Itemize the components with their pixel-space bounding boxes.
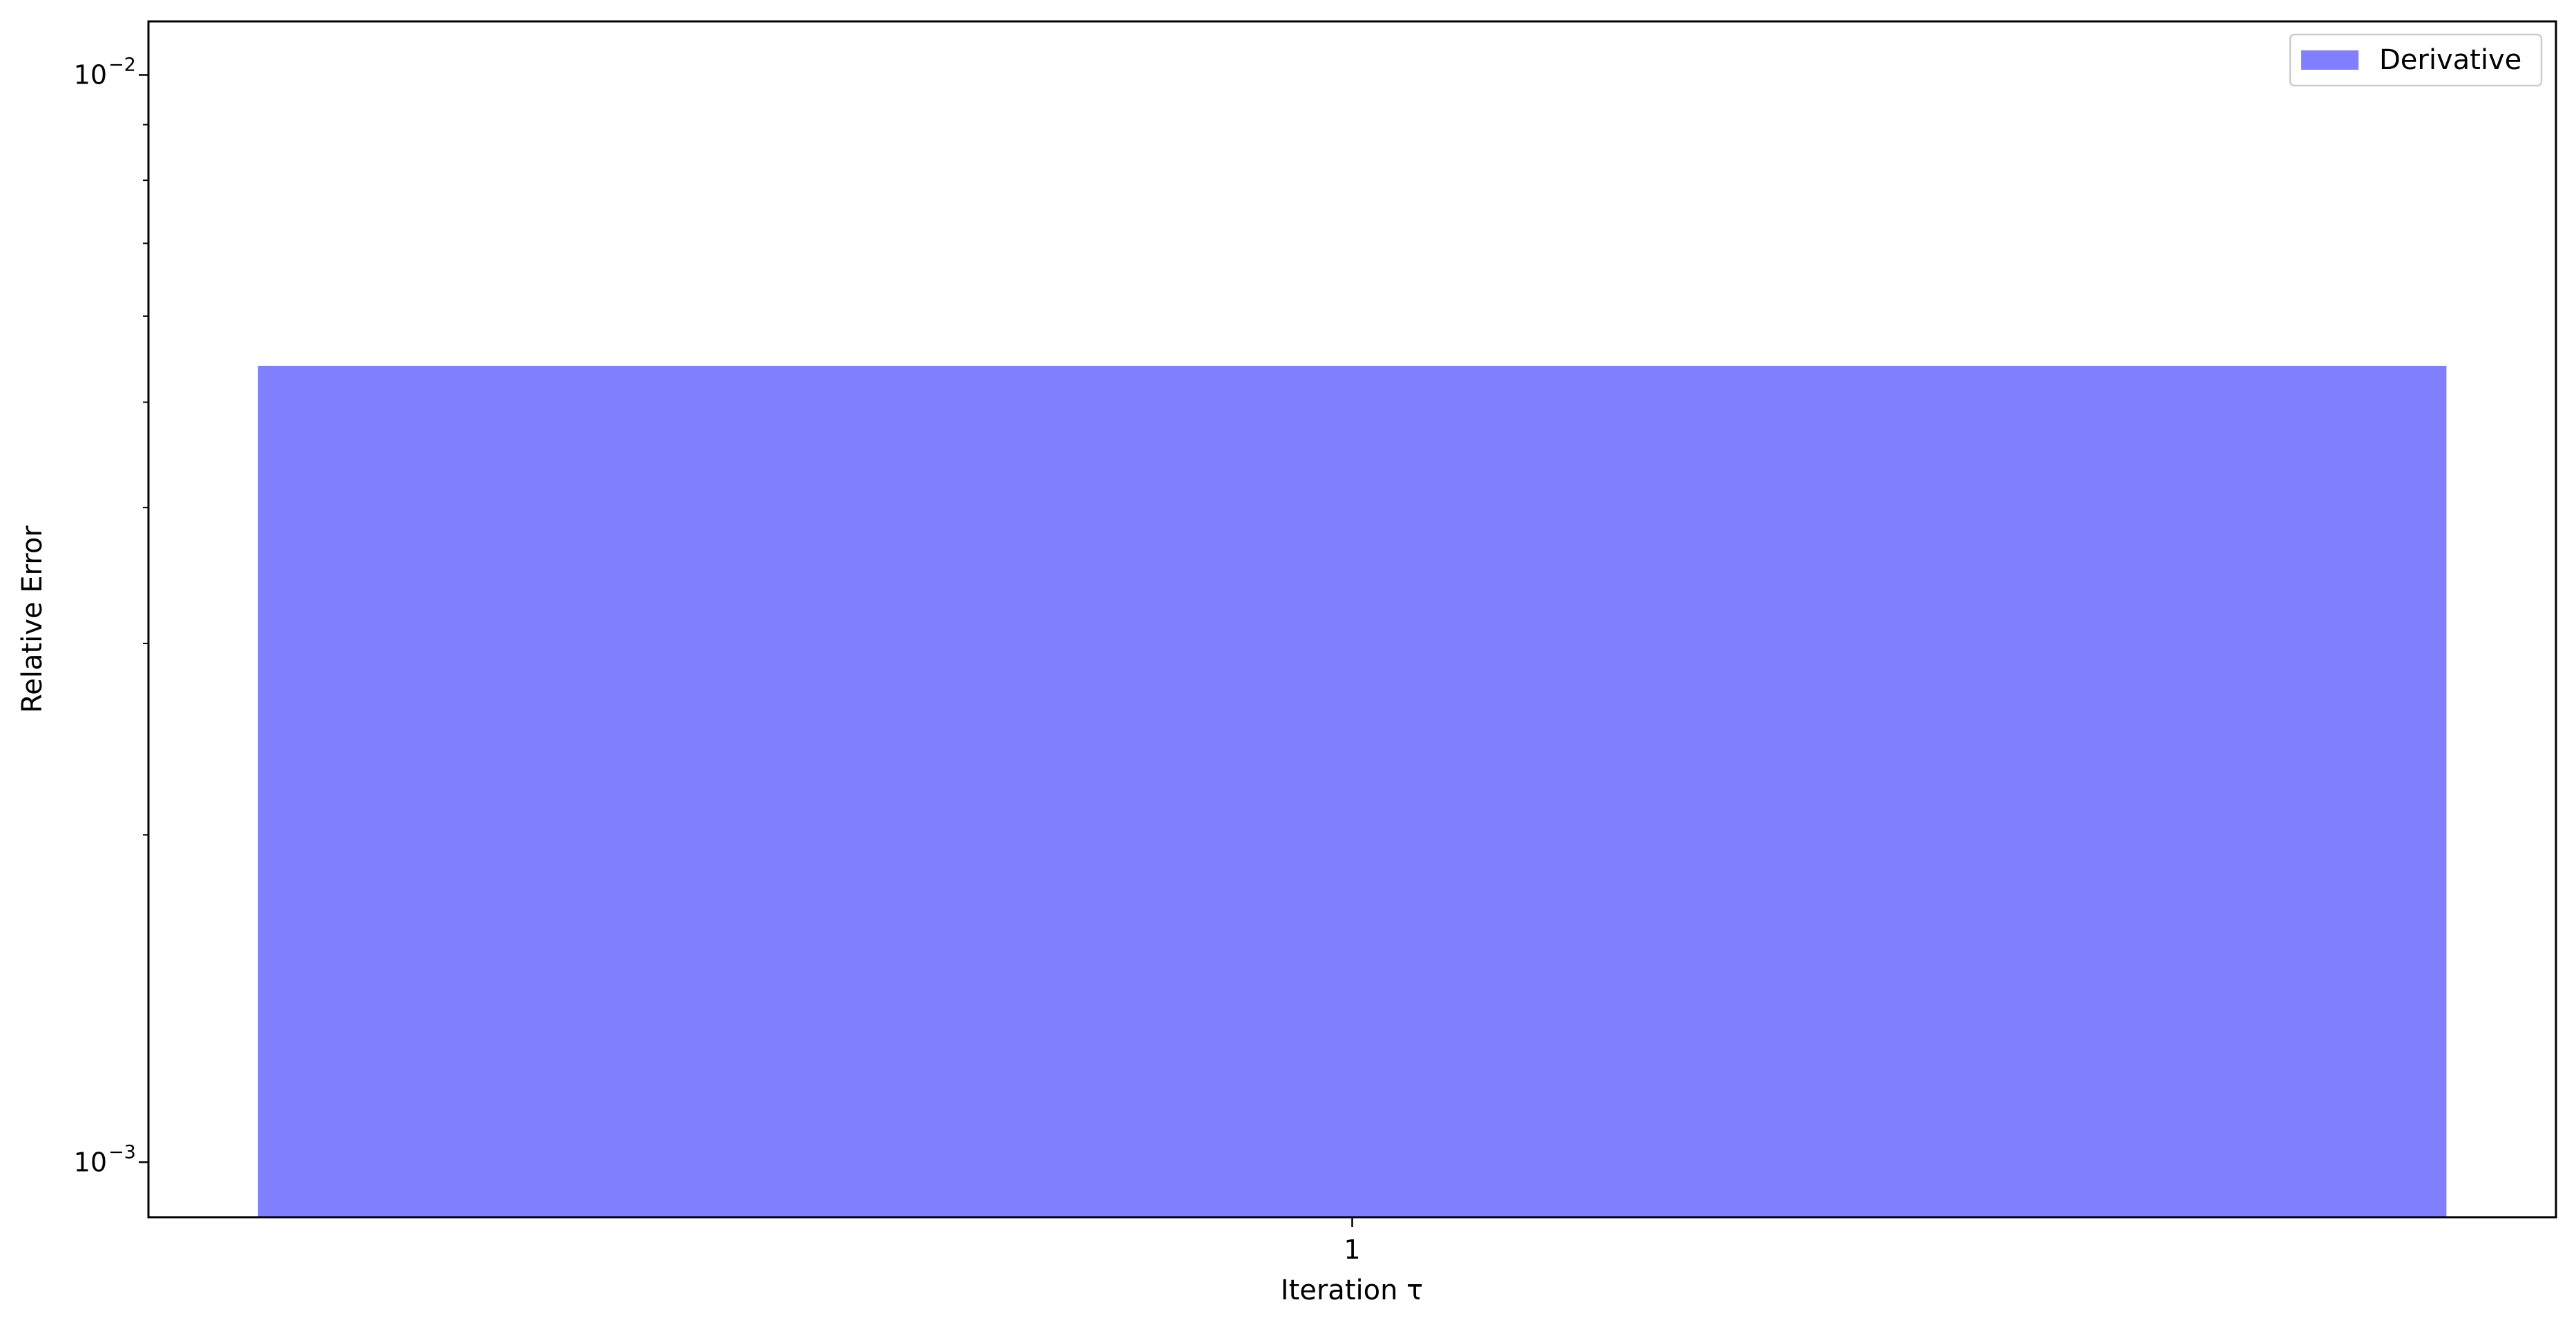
y-tick-label-exponent: −3 — [108, 1141, 136, 1163]
x-axis-ticks: 1 — [1344, 1217, 1361, 1265]
y-tick-label-exponent: −2 — [108, 55, 136, 76]
y-axis-title: Relative Error — [17, 525, 48, 713]
bar-derivative-1 — [258, 365, 2447, 1218]
y-tick-label: 10 — [74, 60, 107, 90]
legend-box — [2289, 33, 2543, 87]
legend: Derivative — [2289, 33, 2543, 87]
y-tick-label: 10 — [74, 1147, 107, 1177]
legend-label-derivative: Derivative — [2379, 44, 2521, 76]
y-axis-ticks: 10−310−2 — [74, 55, 148, 1177]
bars-layer — [258, 365, 2447, 1218]
x-axis-title: Iteration τ — [1281, 1275, 1423, 1306]
legend-swatch-derivative — [2301, 50, 2359, 70]
x-tick-label: 1 — [1344, 1234, 1360, 1265]
